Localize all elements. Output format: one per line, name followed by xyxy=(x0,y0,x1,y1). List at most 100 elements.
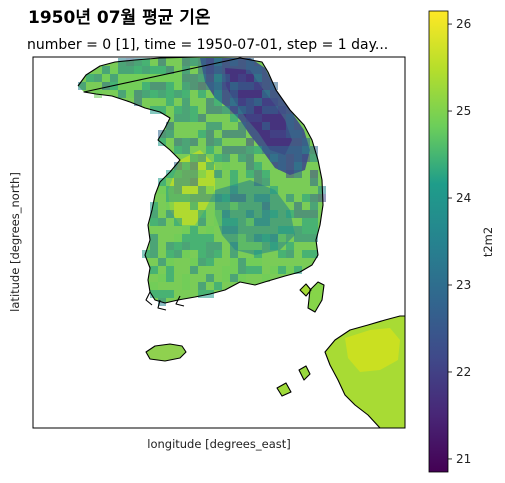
raster-cell xyxy=(150,66,158,74)
raster-cell xyxy=(246,154,254,162)
raster-cell xyxy=(310,226,318,234)
raster-cell xyxy=(246,66,254,74)
raster-cell xyxy=(142,250,150,258)
raster-cell xyxy=(262,210,270,218)
raster-cell xyxy=(294,234,302,242)
raster-cell xyxy=(222,210,230,218)
raster-cell xyxy=(278,106,286,114)
raster-cell xyxy=(190,258,198,266)
raster-cell xyxy=(238,242,246,250)
raster-cell xyxy=(182,114,190,122)
raster-cell xyxy=(198,82,206,90)
raster-cell xyxy=(254,258,262,266)
raster-cell xyxy=(230,250,238,258)
colorbar-ticks: 21 22 23 24 25 26 xyxy=(448,17,471,466)
raster-cell xyxy=(246,58,254,66)
raster-cell xyxy=(150,250,158,258)
raster-cell xyxy=(110,74,118,82)
raster-cell xyxy=(286,194,294,202)
raster-cell xyxy=(150,90,158,98)
colorbar-gradient xyxy=(428,10,449,473)
raster-cell xyxy=(262,106,270,114)
raster-cell xyxy=(198,66,206,74)
raster-cell xyxy=(206,106,214,114)
raster-cell xyxy=(286,146,294,154)
raster-cell xyxy=(214,98,222,106)
raster-cell xyxy=(206,146,214,154)
raster-cell xyxy=(182,106,190,114)
raster-cell xyxy=(302,218,310,226)
raster-cell xyxy=(294,210,302,218)
raster-cell xyxy=(246,82,254,90)
raster-cell xyxy=(214,242,222,250)
raster-cell xyxy=(286,250,294,258)
raster-cell xyxy=(166,66,174,74)
raster-cell xyxy=(262,202,270,210)
raster-cell xyxy=(302,154,310,162)
raster-cell xyxy=(134,66,142,74)
raster-cell xyxy=(230,226,238,234)
raster-cell xyxy=(126,58,134,66)
colorbar-tick-label: 26 xyxy=(456,17,471,31)
raster-cell xyxy=(78,82,86,90)
raster-cell xyxy=(278,226,286,234)
raster-cell xyxy=(166,202,174,210)
raster-cell xyxy=(310,154,318,162)
raster-cell xyxy=(214,154,222,162)
raster-cell xyxy=(190,234,198,242)
raster-cell xyxy=(230,202,238,210)
raster-cell xyxy=(294,130,302,138)
raster-cell xyxy=(310,178,318,186)
raster-cell xyxy=(230,178,238,186)
raster-cell xyxy=(278,130,286,138)
chart-title: 1950년 07월 평균 기온 xyxy=(28,8,211,28)
raster-cell xyxy=(270,154,278,162)
raster-cell xyxy=(230,258,238,266)
raster-cell xyxy=(310,146,318,154)
coastline-southwest-islands xyxy=(145,291,185,311)
raster-cell xyxy=(246,210,254,218)
raster-cell xyxy=(222,74,230,82)
raster-cell xyxy=(206,226,214,234)
raster-cell xyxy=(166,170,174,178)
raster-cell xyxy=(174,186,182,194)
raster-cell xyxy=(182,58,190,66)
raster-cell xyxy=(102,82,110,90)
raster-cell xyxy=(302,194,310,202)
raster-cell xyxy=(174,106,182,114)
raster-cell xyxy=(182,146,190,154)
raster-cell xyxy=(270,210,278,218)
raster-cell xyxy=(310,170,318,178)
raster-cell xyxy=(190,194,198,202)
raster-cell xyxy=(230,58,238,66)
raster-cell xyxy=(86,74,94,82)
raster-cell xyxy=(150,218,158,226)
raster-cell xyxy=(182,90,190,98)
raster-cell xyxy=(270,98,278,106)
raster-cell xyxy=(126,66,134,74)
raster-cell xyxy=(302,226,310,234)
raster-cell xyxy=(142,66,150,74)
raster-cell xyxy=(214,82,222,90)
raster-cell xyxy=(214,170,222,178)
raster-cell xyxy=(182,282,190,290)
raster-cell xyxy=(134,90,142,98)
raster-cell xyxy=(182,162,190,170)
raster-cell xyxy=(254,234,262,242)
raster-cell xyxy=(294,266,302,274)
coastline-tsushima xyxy=(307,281,325,313)
raster-cell xyxy=(214,218,222,226)
raster-cell xyxy=(158,138,166,146)
raster-cell xyxy=(126,90,134,98)
raster-cell xyxy=(182,82,190,90)
raster-cell xyxy=(142,58,150,66)
raster-cell xyxy=(246,106,254,114)
raster-cell xyxy=(198,250,206,258)
raster-cell xyxy=(222,274,230,282)
raster-cell xyxy=(206,242,214,250)
raster-cell xyxy=(118,90,126,98)
raster-cell xyxy=(150,266,158,274)
raster-cell xyxy=(262,178,270,186)
raster-cell xyxy=(222,218,230,226)
raster-cell xyxy=(238,82,246,90)
